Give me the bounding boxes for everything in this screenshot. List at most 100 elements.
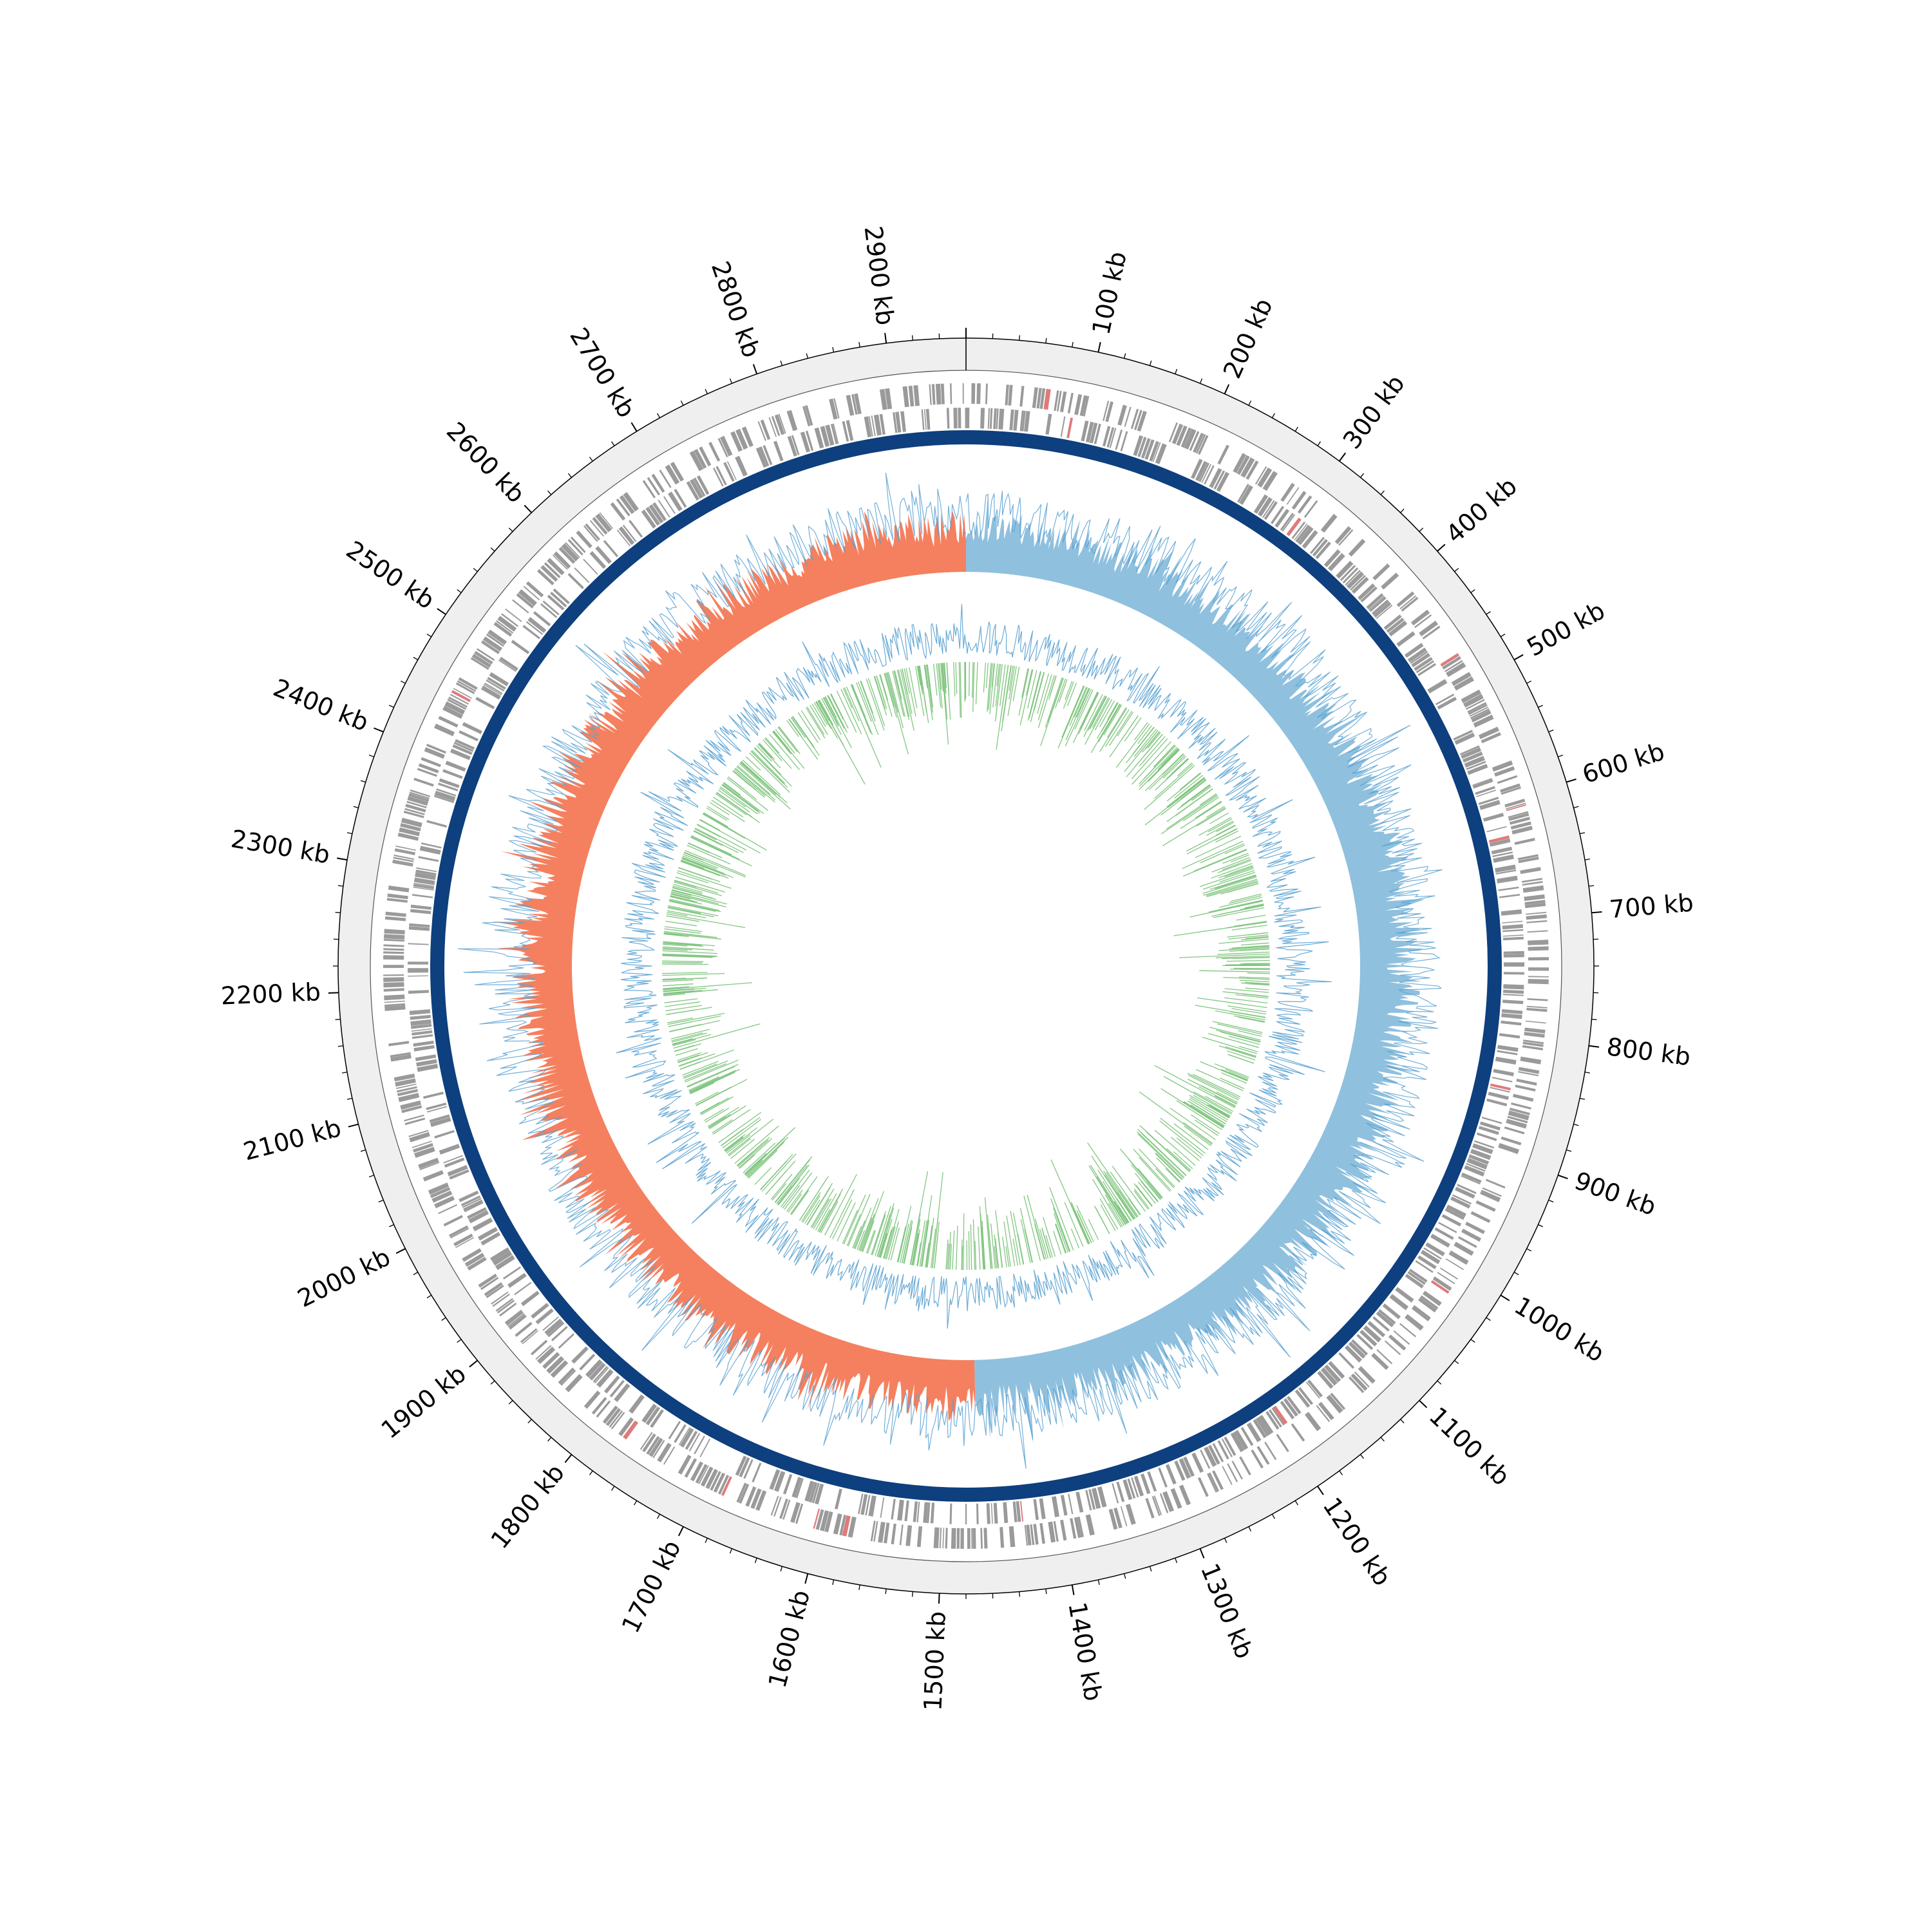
- reverse-feature: [585, 1359, 603, 1378]
- forward-feature: [1522, 878, 1542, 883]
- forward-feature: [507, 1313, 525, 1327]
- minor-tick: [1538, 1224, 1544, 1227]
- reverse-feature: [1298, 1387, 1314, 1405]
- forward-feature: [383, 944, 404, 947]
- reverse-feature: [1425, 1242, 1445, 1256]
- reverse-feature: [408, 968, 429, 973]
- forward-feature: [1509, 1108, 1530, 1115]
- reverse-feature: [447, 1165, 468, 1177]
- reverse-feature: [645, 1406, 661, 1426]
- forward-feature: [501, 613, 519, 627]
- reverse-feature: [652, 502, 667, 522]
- reverse-feature: [678, 1427, 690, 1446]
- forward-feature: [1508, 813, 1530, 821]
- forward-feature: [442, 705, 463, 719]
- reverse-feature: [1133, 435, 1144, 457]
- forward-feature: [1318, 1401, 1334, 1421]
- reverse-feature: [467, 1207, 487, 1220]
- reverse-feature: [1395, 1287, 1414, 1303]
- forward-feature: [1410, 609, 1430, 626]
- reverse-feature: [1312, 538, 1328, 557]
- forward-feature: [408, 793, 430, 802]
- reverse-feature: [450, 748, 471, 761]
- tick-label: 1900 kb: [376, 1359, 471, 1444]
- forward-feature: [1485, 1179, 1506, 1189]
- reverse-feature: [965, 1504, 967, 1524]
- forward-feature: [383, 977, 404, 982]
- reverse-feature: [1472, 1143, 1493, 1155]
- major-tick: [374, 727, 384, 733]
- reverse-feature: [408, 961, 428, 965]
- forward-feature: [1527, 930, 1548, 933]
- forward-feature: [404, 1114, 424, 1122]
- minor-tick: [1019, 335, 1021, 341]
- forward-feature: [1197, 1477, 1209, 1497]
- reverse-feature: [1472, 778, 1492, 786]
- forward-feature: [1354, 1371, 1370, 1388]
- forward-feature: [1419, 620, 1439, 637]
- reverse-feature: [663, 496, 676, 515]
- forward-feature: [387, 893, 408, 900]
- reverse-feature: [1195, 460, 1208, 482]
- forward-feature: [410, 789, 430, 797]
- forward-feature: [1316, 1405, 1331, 1423]
- reverse-feature: [463, 1199, 484, 1213]
- minor-tick: [1558, 754, 1564, 757]
- forward-feature: [394, 848, 415, 855]
- forward-feature: [386, 898, 408, 903]
- forward-feature: [1170, 1488, 1182, 1509]
- forward-feature: [421, 757, 441, 768]
- forward-feature: [1528, 946, 1549, 951]
- forward-feature: [1056, 390, 1062, 412]
- reverse-feature: [492, 1251, 513, 1266]
- minor-tick: [1124, 1573, 1126, 1579]
- minor-tick: [567, 473, 572, 478]
- reverse-feature: [1253, 1419, 1267, 1439]
- reverse-feature: [618, 526, 635, 545]
- forward-feature: [544, 562, 561, 578]
- gc-skew-negative: [492, 511, 976, 1421]
- reverse-feature: [526, 621, 544, 635]
- minor-tick: [1149, 1566, 1152, 1572]
- forward-feature: [899, 1524, 904, 1546]
- reverse-feature: [904, 1500, 909, 1522]
- major-tick: [437, 608, 446, 615]
- forward-feature: [1053, 1520, 1059, 1542]
- reverse-feature: [1407, 647, 1427, 663]
- reverse-feature: [1085, 1490, 1092, 1511]
- reverse-feature: [987, 408, 990, 429]
- reverse-feature: [879, 413, 886, 435]
- forward-feature: [623, 492, 639, 512]
- forward-feature: [397, 832, 419, 841]
- forward-feature: [395, 845, 416, 851]
- forward-feature: [1454, 676, 1474, 691]
- reverse-feature: [433, 795, 455, 803]
- forward-feature: [1376, 1349, 1393, 1365]
- minor-tick: [1454, 567, 1459, 572]
- reverse-feature: [553, 588, 570, 605]
- reverse-feature: [1376, 605, 1393, 620]
- reverse-feature: [1120, 431, 1128, 451]
- forward-feature: [951, 1528, 956, 1549]
- reverse-feature: [993, 1502, 998, 1524]
- forward-feature: [400, 823, 421, 831]
- minor-tick: [426, 1294, 432, 1298]
- reverse-feature: [1488, 835, 1510, 844]
- forward-feature: [455, 1237, 474, 1248]
- reverse-feature: [1286, 517, 1302, 536]
- forward-feature: [1524, 1032, 1545, 1038]
- reverse-feature: [1486, 1098, 1508, 1106]
- forward-feature: [390, 1052, 411, 1058]
- forward-feature: [1179, 1484, 1191, 1506]
- forward-feature: [486, 1285, 504, 1298]
- reverse-feature: [1407, 1271, 1426, 1285]
- tick-label: 2300 kb: [229, 824, 332, 869]
- minor-tick: [1097, 1579, 1100, 1586]
- reverse-feature: [455, 739, 475, 750]
- reverse-feature: [1315, 541, 1331, 560]
- major-tick: [1566, 778, 1577, 783]
- reverse-feature: [966, 408, 970, 428]
- forward-feature: [972, 1528, 976, 1549]
- reverse-feature: [1221, 1438, 1233, 1457]
- reverse-feature: [1488, 1092, 1509, 1100]
